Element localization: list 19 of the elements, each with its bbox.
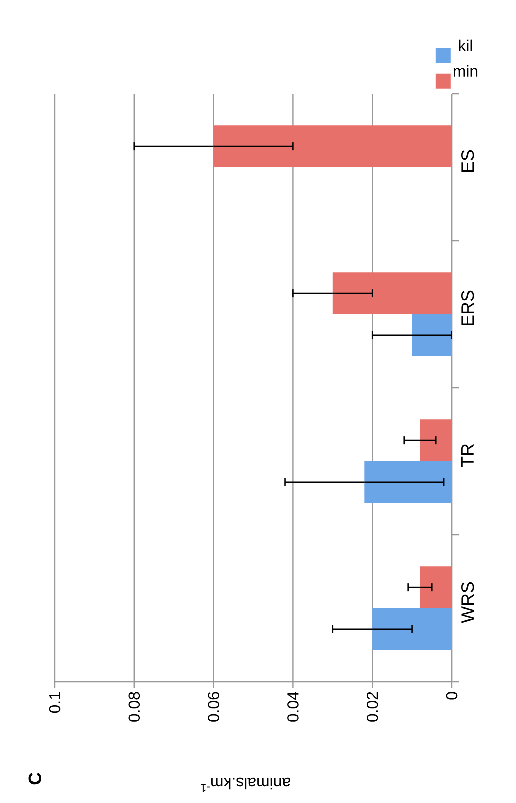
bar: [332, 272, 452, 315]
y-tick-label: ES: [462, 150, 474, 172]
x-tick-label: 0: [446, 692, 458, 700]
bar: [372, 608, 452, 650]
x-tick-label: 0.08: [128, 692, 140, 722]
x-tick-label: 0.02: [366, 692, 378, 722]
bar: [214, 126, 452, 168]
y-tick-label: WRS: [462, 582, 474, 624]
text: C: [28, 772, 42, 785]
y-tick-label: TR: [462, 444, 474, 468]
x-tick-label: 0.06: [208, 692, 220, 722]
bar: [420, 566, 452, 609]
legend-label: min: [454, 65, 478, 77]
x-tick-label: 0.1: [49, 692, 61, 714]
x-axis-title: animals.km$^{-1}$: [201, 778, 290, 792]
x-tick-label: 0.04: [288, 692, 299, 722]
bar: [420, 420, 452, 462]
y-tick-label: ERS: [462, 290, 474, 326]
legend-label: kil: [459, 40, 472, 52]
